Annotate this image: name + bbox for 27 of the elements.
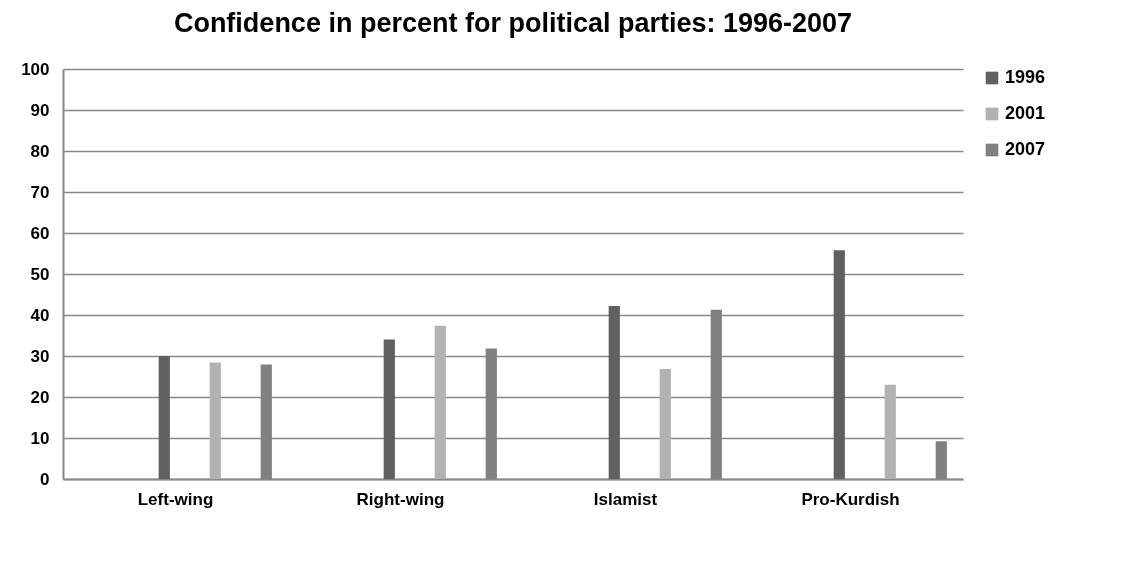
y-tick-label: 80 — [30, 141, 50, 161]
chart-title: Confidence in percent for political parties: 1996-2007 — [173, 8, 853, 38]
y-tick-label: 90 — [30, 100, 50, 120]
y-tick-label: 0 — [40, 469, 50, 489]
legend-label: 1996 — [1005, 67, 1046, 87]
bar — [833, 250, 845, 479]
x-tick-label: Islamist — [593, 489, 658, 509]
y-tick-label: 50 — [30, 264, 50, 284]
bar — [884, 384, 896, 479]
bar — [608, 305, 620, 479]
bar — [209, 362, 221, 479]
y-tick-label: 10 — [30, 428, 50, 448]
legend-label: 2001 — [1005, 103, 1046, 123]
y-tick-label: 100 — [21, 59, 50, 79]
x-tick-label: Left-wing — [137, 489, 214, 509]
y-tick-label: 40 — [30, 305, 50, 325]
bar — [158, 356, 170, 479]
x-tick-label: Pro-Kurdish — [801, 489, 900, 509]
y-tick-label: 60 — [30, 223, 50, 243]
bar — [434, 325, 446, 479]
y-tick-label: 30 — [30, 346, 50, 366]
y-tick-label: 70 — [30, 182, 50, 202]
bar — [383, 339, 395, 479]
x-tick-label: Right-wing — [356, 489, 445, 509]
y-tick-label: 20 — [30, 387, 50, 407]
bar — [659, 369, 671, 479]
legend-label: 2007 — [1005, 139, 1046, 159]
